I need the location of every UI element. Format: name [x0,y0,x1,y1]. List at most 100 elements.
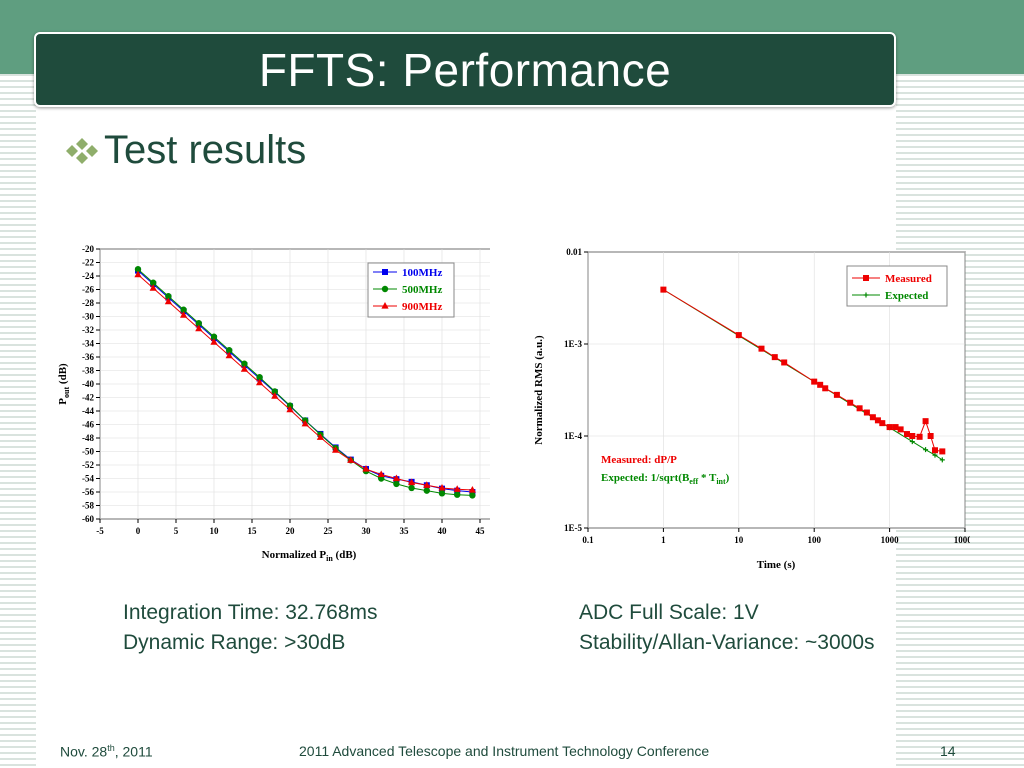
legend-label: 100MHz [402,267,442,279]
data-point-900MHz [377,470,385,478]
y-tick-label: 1E-4 [564,431,583,441]
data-point-900MHz [149,284,157,291]
x-axis-label: Time (s) [757,559,796,571]
caption-right: ADC Full Scale: 1V Stability/Allan-Varia… [579,598,875,658]
data-point-Measured [909,433,916,439]
x-tick-label: 10 [734,535,744,545]
data-point-500MHz [226,347,233,354]
y-tick-label: 1E-3 [564,339,583,349]
data-point-900MHz [210,338,218,345]
y-axis-label: Pout (dB) [57,363,71,405]
data-point-Expected [939,457,945,463]
y-tick-label: -20 [82,244,94,254]
data-point-900MHz [271,392,279,399]
data-point-500MHz [195,320,202,327]
data-point-Measured [833,391,840,398]
data-point-Measured [903,431,910,438]
y-tick-label: 1E-5 [564,523,583,533]
y-tick-label: -34 [82,339,94,349]
data-point-Measured [892,424,899,431]
data-point-Expected [909,439,915,445]
data-point-Measured [886,424,893,431]
data-point-Expected [932,452,938,458]
y-tick-label: -30 [82,312,94,322]
data-point-900MHz [438,483,446,491]
y-tick-label: -54 [82,474,94,484]
data-point-Expected [923,447,929,453]
data-point-Measured [927,433,934,439]
data-point-500MHz [150,279,157,286]
data-point-900MHz [423,481,431,488]
legend-label: Measured [885,273,932,285]
data-point-900MHz [240,365,248,372]
x-tick-label: 45 [476,526,486,536]
data-point-500MHz [286,402,294,409]
data-point-500MHz [438,490,446,497]
data-point-900MHz [468,485,476,493]
x-tick-label: 35 [400,526,410,536]
legend-box [846,265,948,307]
data-point-900MHz [301,419,309,427]
y-tick-label: -26 [82,285,94,295]
data-point-500MHz [454,491,461,498]
legend-marker [381,285,389,293]
data-point-Measured [847,399,854,406]
data-point-900MHz [316,433,324,440]
y-tick-label: -42 [82,393,94,403]
left-stripes [0,74,36,768]
x-tick-label: 10000 [954,535,970,545]
y-tick-label: -32 [82,325,94,335]
data-point-Measured [939,448,946,455]
data-point-900MHz [134,270,142,278]
data-point-500MHz [423,487,430,494]
data-point-900MHz [164,297,172,305]
footer-date: Nov. 28th, 2011 [60,743,153,760]
x-axis-label: Normalized Pin (dB) [262,549,357,563]
data-point-900MHz [362,465,370,472]
data-point-900MHz [408,478,416,486]
data-point-900MHz [180,311,188,318]
legend-marker [381,302,389,309]
annotation-expected: Expected: 1/sqrt(Beff * Tint) [601,472,730,486]
x-tick-label: 40 [438,526,448,536]
chart-pout-vs-pin: -505101520253035404550-60-58-56-54-52-50… [57,244,490,563]
x-tick-label: 0 [136,526,141,536]
caption-stability: Stability/Allan-Variance: ~3000s [579,631,875,654]
y-tick-label: -22 [82,258,94,268]
x-tick-label: -5 [96,526,104,536]
legend-marker [863,275,869,281]
data-point-Measured [781,359,788,366]
chart-allan-variance: 0.1 1 10 100 1000 10000 1E-5 1E-4 1E-3 0.01 Measu… [533,247,970,571]
data-point-900MHz [347,456,355,463]
data-point-900MHz [332,446,340,453]
data-point-Measured [879,420,886,427]
footer-conference: 2011 Advanced Telescope and Instrument T… [299,743,710,759]
data-point-Measured [856,405,863,412]
diamond-bullet-icon [66,137,98,164]
data-point-500MHz [134,266,142,273]
data-point-Measured [817,381,824,388]
x-tick-label: 100 [807,535,821,545]
legend-marker [863,292,869,298]
caption-adc-full-scale: ADC Full Scale: 1V [579,601,759,624]
title-box: FFTS: Performance [34,32,896,107]
legend-label: 900MHz [402,301,442,313]
y-tick-label: 0.01 [566,247,582,257]
y-tick-label: -28 [82,298,94,308]
data-point-900MHz [286,405,294,413]
x-tick-label: 1 [661,535,666,545]
y-tick-label: -40 [82,379,94,389]
y-tick-label: -52 [82,460,94,470]
data-point-Measured [811,378,818,385]
caption-dynamic-range: Dynamic Range: >30dB [123,631,346,654]
y-tick-label: -58 [82,501,94,511]
annotation-measured: Measured: dP/P [601,454,677,466]
data-point-900MHz [225,351,233,359]
data-point-500MHz [408,484,415,492]
footer-page-number: 14 [940,743,956,759]
x-tick-label: 5 [174,526,179,536]
legend-label: Expected [885,290,928,302]
legend-label: 500MHz [402,284,442,296]
data-point-Measured [897,426,904,433]
data-point-Measured [916,433,923,440]
